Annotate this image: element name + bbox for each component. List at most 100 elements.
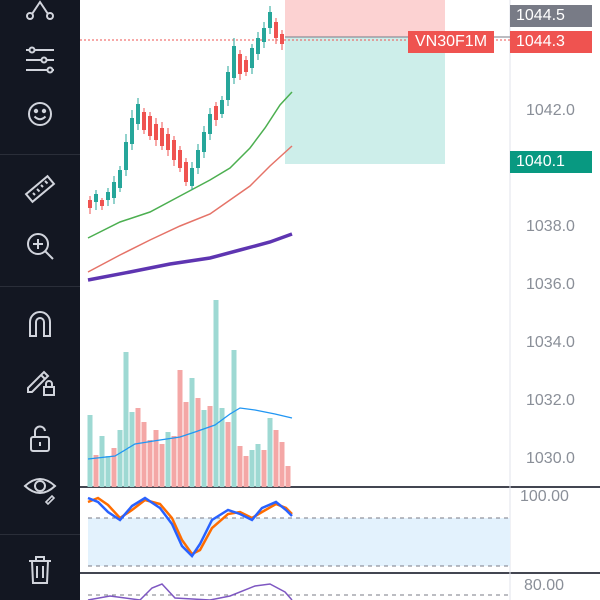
candle[interactable] (160, 122, 164, 150)
candle[interactable] (88, 196, 92, 214)
zoom-in-tool[interactable] (16, 224, 64, 268)
target-price-tag: 1040.1 (510, 151, 592, 173)
candle[interactable] (268, 6, 272, 34)
volume-bar (99, 436, 105, 487)
candle[interactable] (154, 118, 158, 146)
candle[interactable] (172, 136, 176, 166)
magnet-tool[interactable] (16, 302, 64, 346)
stop-loss-zone[interactable] (285, 0, 445, 37)
volume-bar (87, 415, 93, 487)
volume-bar (159, 444, 165, 487)
candle[interactable] (244, 56, 248, 76)
volume-bar (279, 442, 285, 487)
candle[interactable] (190, 162, 194, 190)
trend-line-tool[interactable] (16, 0, 64, 30)
ruler-tool[interactable] (16, 168, 64, 212)
candle[interactable] (136, 98, 140, 130)
volume-bar (123, 352, 129, 487)
unlock-tool[interactable] (16, 416, 64, 460)
toolbar-divider (0, 154, 80, 155)
take-profit-zone[interactable] (285, 37, 445, 164)
chart-canvas[interactable]: 1042.01040.01038.01036.01034.01032.01030… (80, 0, 600, 600)
volume-bar (231, 350, 237, 487)
candle[interactable] (238, 50, 242, 80)
candle[interactable] (112, 176, 116, 204)
candle[interactable] (142, 108, 146, 134)
price-axis-label: 1036.0 (526, 276, 575, 293)
volume-bar (171, 436, 177, 487)
candle[interactable] (124, 134, 128, 176)
candle[interactable] (196, 144, 200, 174)
volume-bar (93, 455, 99, 487)
volume-bar (195, 398, 201, 487)
drawing-toolbar (0, 0, 80, 600)
eye-icon (23, 478, 57, 506)
toolbar-divider (0, 534, 80, 535)
ma-slow-line (87, 232, 293, 282)
volume-series (87, 300, 291, 487)
fib-retracement-tool[interactable] (16, 38, 64, 82)
candle[interactable] (232, 38, 236, 84)
volume-bar (249, 450, 255, 487)
price-axis-label: 1032.0 (526, 392, 575, 409)
candle[interactable] (274, 18, 278, 44)
candlestick-series[interactable] (88, 6, 284, 214)
stoch-k-line (87, 496, 293, 558)
last-price-tag: 1044.3 (510, 31, 592, 53)
remove-drawings-tool[interactable] (16, 548, 64, 592)
emoji-tool[interactable] (16, 92, 64, 136)
volume-bar (255, 444, 261, 487)
high-price-tag: 1044.5 (510, 5, 592, 27)
candle[interactable] (262, 22, 266, 48)
stoch-band (88, 518, 510, 566)
candle[interactable] (256, 32, 260, 60)
candle[interactable] (214, 102, 218, 126)
volume-bar (207, 406, 213, 487)
stoch-axis-top: 100.00 (520, 488, 569, 505)
candle[interactable] (208, 108, 212, 140)
candle[interactable] (106, 188, 110, 206)
volume-bar (285, 466, 291, 487)
symbol-tag: VN30F1M (408, 31, 495, 53)
rsi-axis-top: 80.00 (524, 577, 564, 594)
candle[interactable] (280, 30, 284, 50)
candle[interactable] (202, 126, 206, 158)
volume-bar (147, 440, 153, 487)
volume-bar (213, 300, 219, 487)
candle[interactable] (130, 110, 134, 150)
volume-ma-line (87, 407, 293, 460)
volume-bar (135, 408, 141, 487)
volume-bar (129, 412, 135, 487)
candle[interactable] (226, 66, 230, 106)
candle[interactable] (184, 158, 188, 186)
volume-bar (165, 432, 171, 487)
zoom-in-icon (27, 233, 54, 260)
trend-line-icon (26, 0, 54, 20)
candle[interactable] (100, 198, 104, 210)
candle[interactable] (166, 128, 170, 156)
volume-bar (111, 448, 117, 487)
ma-mid-line (87, 145, 293, 273)
chart-area[interactable]: 1042.01040.01038.01036.01034.01032.01030… (80, 0, 600, 600)
volume-bar (201, 410, 207, 487)
volume-bar (237, 446, 243, 487)
price-axis-label: 1030.0 (526, 450, 575, 467)
volume-bar (243, 456, 249, 487)
candle[interactable] (250, 44, 254, 74)
fib-retracement-icon (26, 46, 54, 74)
candle[interactable] (178, 146, 182, 172)
volume-bar (117, 430, 123, 487)
volume-bar (225, 422, 231, 487)
candle[interactable] (148, 112, 152, 140)
unlock-icon (30, 425, 50, 452)
candle[interactable] (220, 96, 224, 118)
volume-bar (153, 430, 159, 487)
volume-bar (141, 422, 147, 487)
trash-icon (29, 556, 51, 584)
candle[interactable] (94, 190, 98, 210)
volume-bar (261, 450, 267, 487)
lock-drawing-tool[interactable] (16, 358, 64, 402)
magnet-icon (29, 311, 51, 337)
visibility-tool[interactable] (16, 466, 64, 510)
candle[interactable] (118, 166, 122, 192)
